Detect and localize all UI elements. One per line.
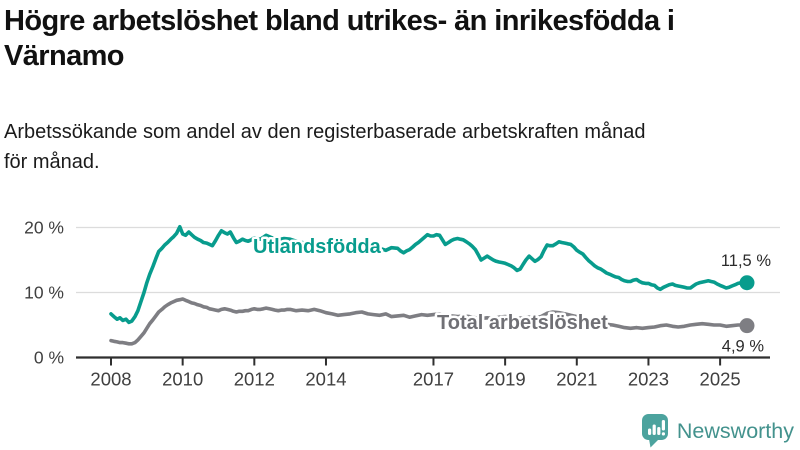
bar-chart-speech-bubble-icon	[641, 414, 668, 448]
series-end-value-label: 11,5 %	[721, 252, 771, 270]
y-tick-label: 0 %	[34, 348, 64, 368]
series-end-dot	[739, 275, 755, 291]
page-title: Högre arbetslöshet bland utrikes- än inr…	[4, 4, 799, 75]
x-tick-label: 2014	[305, 369, 346, 390]
x-tick-label: 2010	[162, 369, 203, 390]
unemployment-line-chart: 0 % 10 % 20 % 2008 2010 2012 2014 2017 2019 2021 2…	[24, 218, 780, 390]
series-line-total	[109, 297, 749, 346]
series-end-dot	[739, 318, 755, 334]
brand-name: Newsworthy	[676, 419, 794, 443]
page-subtitle-line-2: för månad.	[4, 151, 100, 173]
y-tick-label: 10 %	[24, 283, 64, 303]
x-tick-label: 2023	[628, 369, 669, 390]
series-end-value-label: 4,9 %	[722, 338, 765, 356]
series-label: Total arbetslöshet	[437, 312, 608, 334]
brand-logo: Newsworthy	[640, 412, 794, 450]
x-tick-label: 2019	[485, 369, 526, 390]
series-line-utlandsfodda	[109, 224, 749, 325]
x-tick-label: 2008	[90, 369, 131, 390]
page-subtitle: Arbetssökande som andel av den registerb…	[4, 117, 799, 177]
x-tick-label: 2017	[413, 369, 454, 390]
x-tick-label: 2021	[556, 369, 597, 390]
x-tick-label: 2025	[700, 369, 741, 390]
page-subtitle-line-1: Arbetssökande som andel av den registerb…	[4, 121, 646, 143]
page-title-line-2: Värnamo	[4, 40, 125, 73]
page-title-line-1: Högre arbetslöshet bland utrikes- än inr…	[4, 5, 675, 37]
y-tick-label: 20 %	[24, 218, 64, 238]
x-tick-label: 2012	[234, 369, 275, 390]
series-label: Utlandsfödda	[253, 236, 382, 258]
